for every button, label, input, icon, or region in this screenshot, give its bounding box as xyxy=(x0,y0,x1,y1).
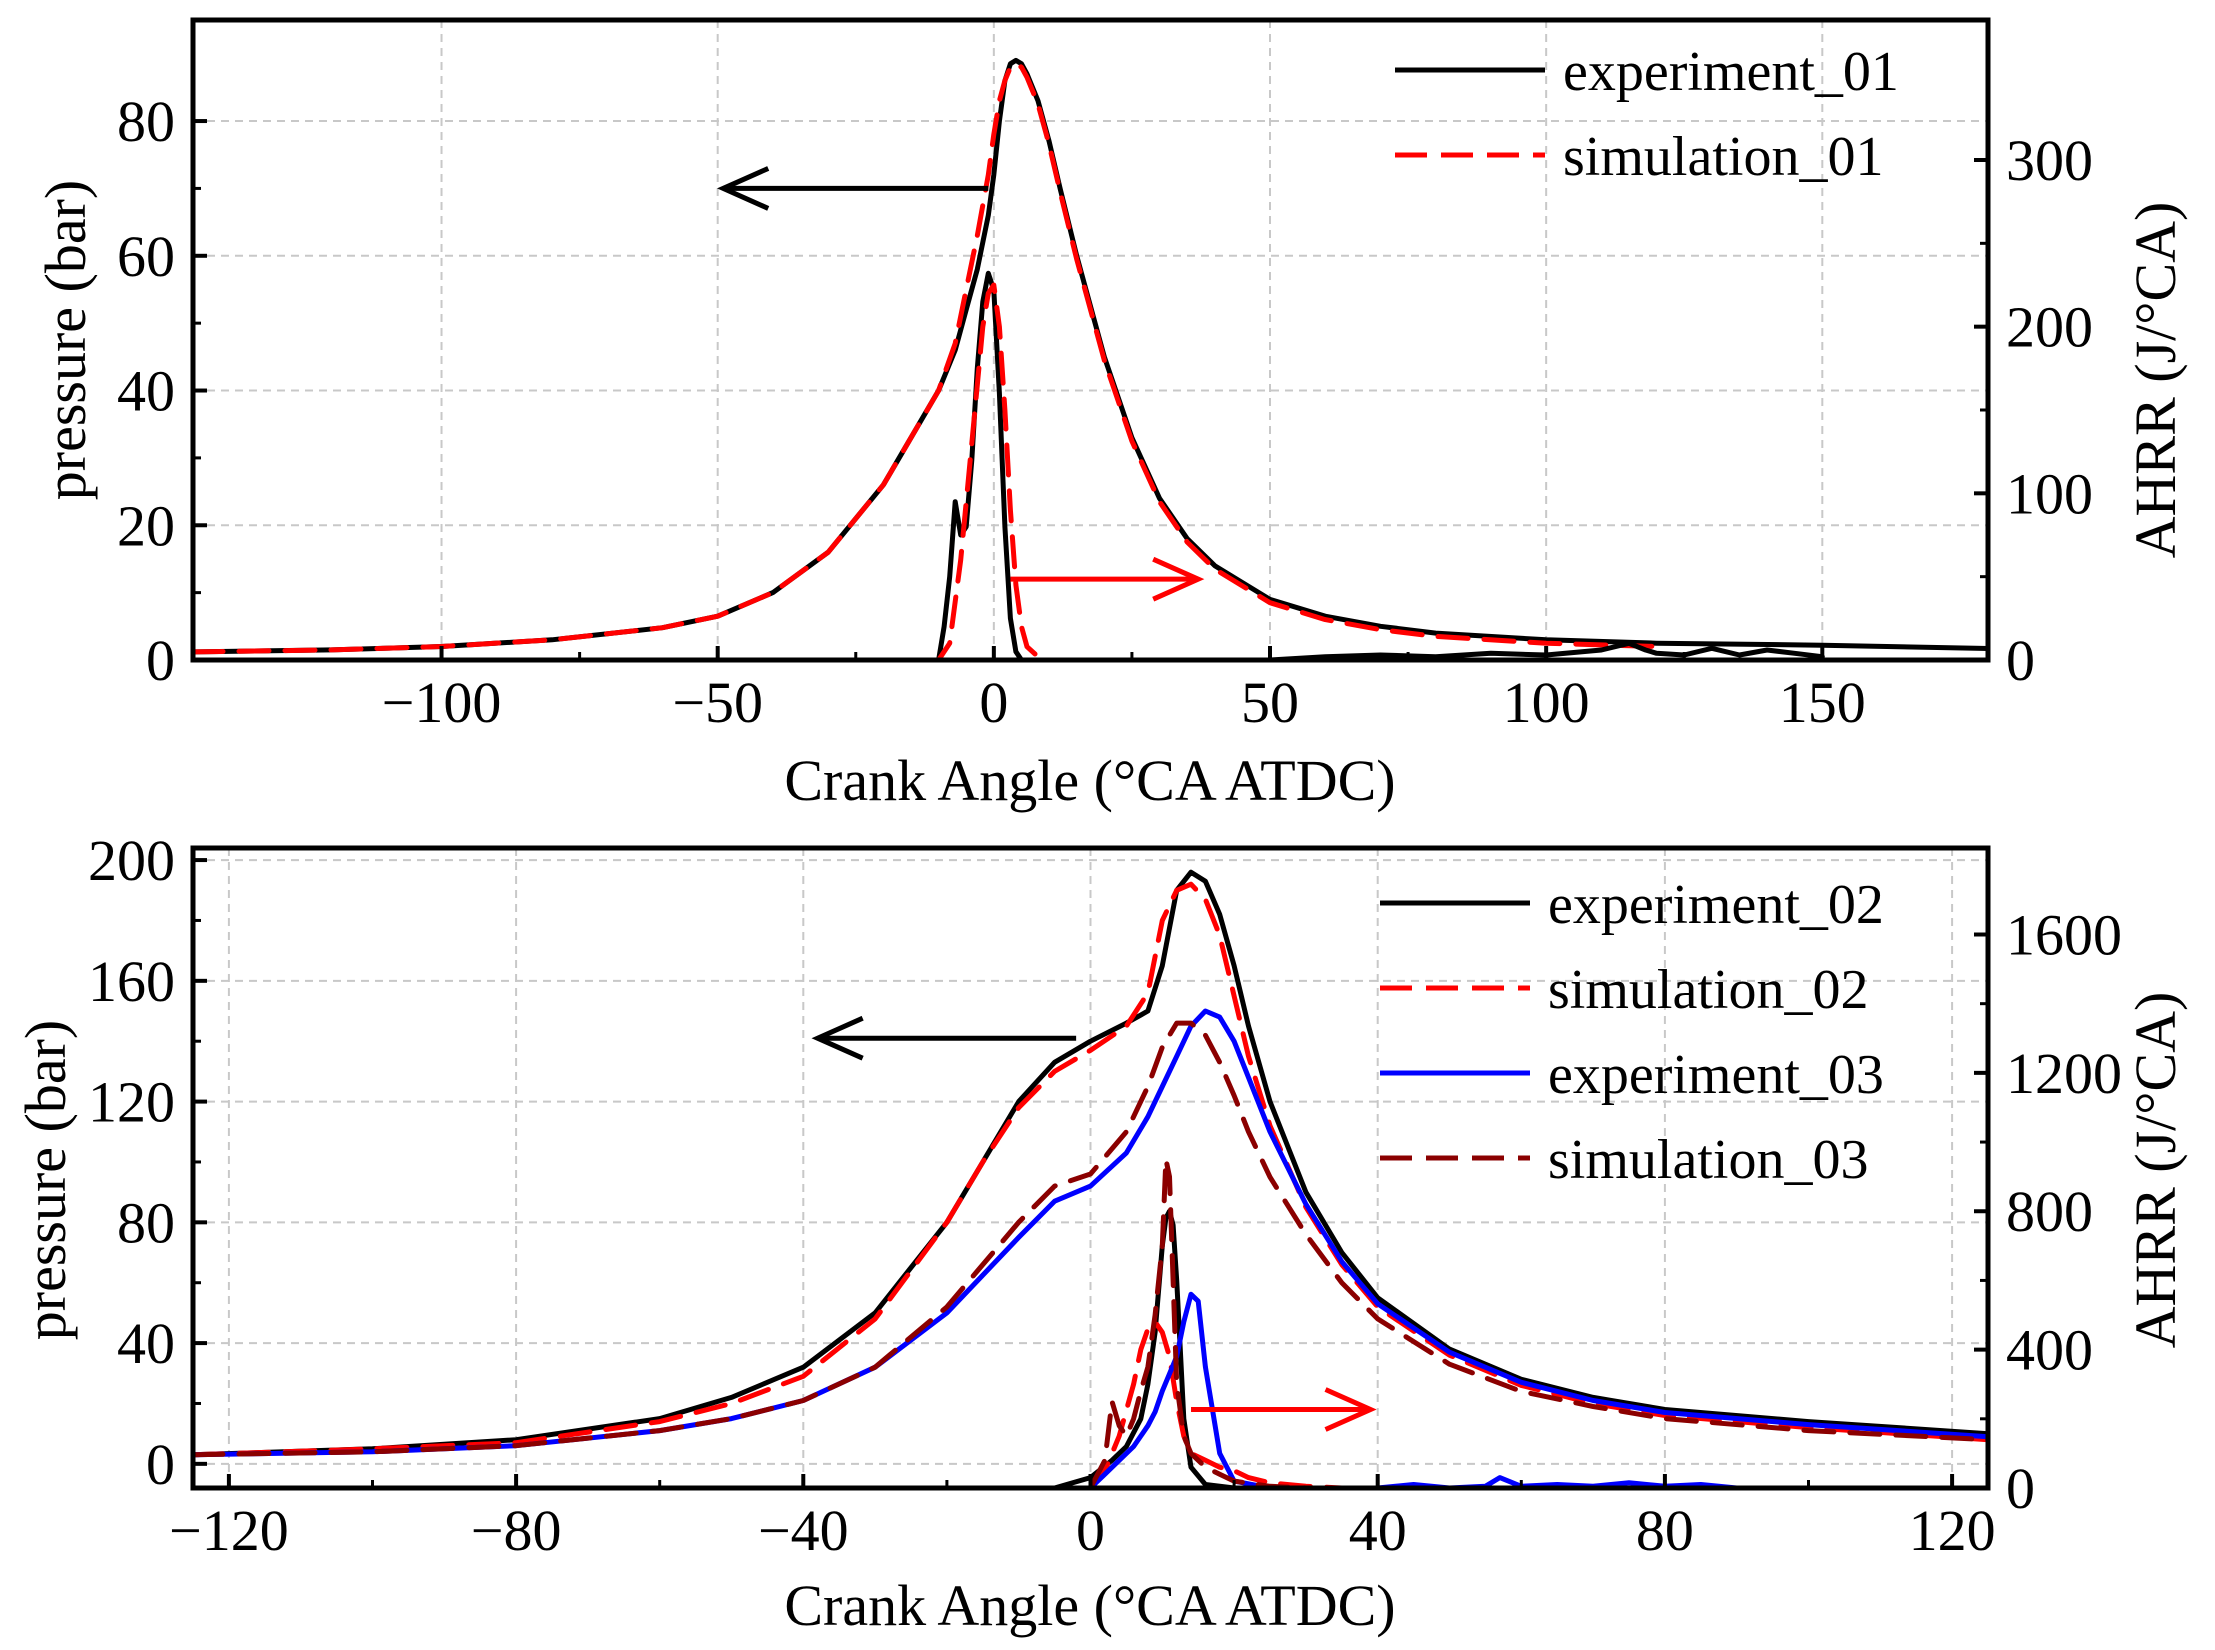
legend-label-simulation-02: simulation_02 xyxy=(1548,959,1868,1021)
x-tick-label: 150 xyxy=(1779,670,1866,735)
y-tick-label: 200 xyxy=(88,828,175,893)
y-tick-label: 40 xyxy=(117,1311,175,1376)
x-tick-label: 50 xyxy=(1241,670,1299,735)
axis-indicator-arrow-head xyxy=(717,166,770,211)
x-tick-label: −50 xyxy=(672,670,763,735)
series-line-experiment-03-ahrr xyxy=(872,1291,1740,1491)
y2-tick-label: 1600 xyxy=(2006,902,2122,967)
top-bottom-ticks: −100 −50 0 50 100 150 xyxy=(382,646,1866,735)
series-line-experiment-02-ahrr xyxy=(1052,1208,1237,1491)
bottom-bottom-ticks: −120 −80 −40 0 40 80 120 xyxy=(169,1474,1996,1563)
bottom-legend: experiment_02 simulation_02 experiment_0… xyxy=(1380,874,1884,1191)
x-tick-label: −80 xyxy=(471,1498,562,1563)
series-line-experiment-01-ahrr xyxy=(880,270,1825,663)
bottom-grid xyxy=(193,848,1988,1488)
legend-label-simulation-03: simulation_03 xyxy=(1548,1129,1868,1191)
series-line-simulation-03 xyxy=(190,1020,1991,1458)
y-tick-label: 0 xyxy=(146,1432,175,1497)
top-left-ticks: 0 20 40 60 80 xyxy=(117,89,207,693)
y2-tick-label: 400 xyxy=(2006,1318,2093,1383)
legend-label-experiment-01: experiment_01 xyxy=(1563,41,1899,103)
y2-tick-label: 0 xyxy=(2006,1456,2035,1521)
top-plot-frame xyxy=(190,17,1991,663)
y-tick-label: 60 xyxy=(117,224,175,289)
legend-label-simulation-01: simulation_01 xyxy=(1563,126,1883,188)
x-tick-label: 120 xyxy=(1909,1498,1996,1563)
bottom-right-axis-title: AHRR (J/°CA) xyxy=(2123,992,2188,1349)
top-right-ticks: 0 100 200 300 xyxy=(1974,128,2093,693)
y2-tick-label: 100 xyxy=(2006,461,2093,526)
y2-tick-label: 800 xyxy=(2006,1179,2093,1244)
axis-indicator-arrow-head xyxy=(1324,1387,1377,1432)
y-tick-label: 0 xyxy=(146,628,175,693)
x-tick-label: 0 xyxy=(979,670,1008,735)
top-grid xyxy=(193,20,1988,661)
y2-tick-label: 1200 xyxy=(2006,1041,2122,1106)
top-legend: experiment_01 simulation_01 xyxy=(1395,41,1899,188)
series-line-simulation-03-ahrr xyxy=(1088,1156,1309,1491)
top-right-axis-title: AHRR (J/°CA) xyxy=(2123,202,2188,559)
axis-indicator-arrow-head xyxy=(811,1015,864,1061)
bottom-series-layer xyxy=(190,869,1991,1491)
series-line-simulation-01-ahrr xyxy=(880,282,1052,663)
legend-label-experiment-03: experiment_03 xyxy=(1548,1044,1884,1106)
axis-indicator-arrow-head xyxy=(1152,556,1205,602)
y-tick-label: 160 xyxy=(88,949,175,1014)
x-tick-label: 0 xyxy=(1076,1498,1105,1563)
top-arrows xyxy=(717,166,1205,602)
y-tick-label: 80 xyxy=(117,89,175,154)
legend-label-experiment-02: experiment_02 xyxy=(1548,874,1884,936)
top-x-axis-title: Crank Angle (°CA ATDC) xyxy=(784,748,1395,813)
x-tick-label: 40 xyxy=(1349,1498,1407,1563)
x-tick-label: −120 xyxy=(169,1498,289,1563)
series-line-simulation-01 xyxy=(190,61,1660,655)
y2-tick-label: 200 xyxy=(2006,295,2093,360)
y-tick-label: 40 xyxy=(117,359,175,424)
bottom-right-ticks: 0 400 800 1200 1600 xyxy=(1974,902,2122,1521)
y2-tick-label: 300 xyxy=(2006,128,2093,193)
bottom-x-axis-title: Crank Angle (°CA ATDC) xyxy=(784,1573,1395,1638)
series-line-simulation-02 xyxy=(190,881,1991,1458)
x-tick-label: 100 xyxy=(1503,670,1590,735)
y-tick-label: 120 xyxy=(88,1070,175,1135)
x-tick-label: 80 xyxy=(1636,1498,1694,1563)
top-left-axis-title: pressure (bar) xyxy=(33,180,98,500)
bottom-arrows xyxy=(811,1015,1377,1432)
x-tick-label: −40 xyxy=(758,1498,849,1563)
y-tick-label: 80 xyxy=(117,1190,175,1255)
y-tick-label: 20 xyxy=(117,493,175,558)
series-line-simulation-02-ahrr xyxy=(1088,1319,1345,1491)
x-tick-label: −100 xyxy=(382,670,502,735)
top-chart-panel: 0 20 40 60 80 0 100 200 300 −100 −50 0 50 100 150 Cr… xyxy=(33,17,2188,813)
y2-tick-label: 0 xyxy=(2006,628,2035,693)
bottom-left-axis-title: pressure (bar) xyxy=(13,1020,78,1340)
bottom-left-ticks: 0 40 80 120 160 200 xyxy=(88,828,207,1497)
